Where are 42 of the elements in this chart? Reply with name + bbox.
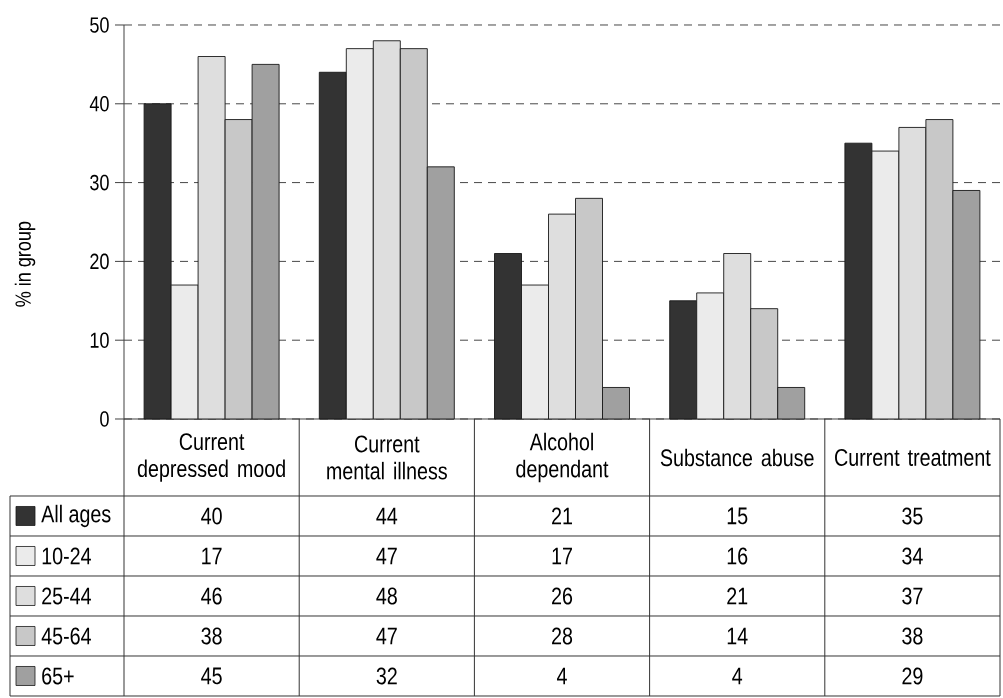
y-tick-label: 50 [90, 17, 109, 33]
legend-label: 10-24 [42, 547, 91, 565]
data-label: 44 [376, 507, 398, 525]
legend-label: All ages [41, 504, 111, 528]
data-label: 14 [727, 627, 748, 645]
data-label: 47 [376, 627, 397, 645]
data-label: 46 [201, 587, 222, 605]
y-tick-label: 40 [89, 96, 109, 112]
legend-label: 45-64 [41, 627, 91, 645]
data-label: 16 [727, 547, 748, 565]
y-tick-label: 20 [90, 253, 109, 270]
data-label: 15 [727, 507, 748, 525]
legend-label: 65+ [42, 667, 74, 685]
legend-label: 25-44 [42, 587, 91, 605]
x-tick-label: Current mental illness [327, 435, 447, 480]
data-label: 26 [552, 587, 573, 605]
data-label: 4 [556, 667, 567, 685]
data-label: 21 [727, 587, 748, 605]
data-label: 29 [902, 667, 923, 685]
data-label: 35 [902, 507, 923, 525]
data-label: 45 [201, 667, 222, 685]
y-axis-title: % in group [14, 221, 36, 307]
data-label: 21 [552, 507, 572, 525]
data-label: 28 [552, 627, 573, 645]
data-label: 47 [376, 547, 397, 565]
y-tick-label: 0 [100, 411, 109, 427]
data-label: 48 [376, 587, 397, 605]
x-tick-label: Alcohol dependant [516, 432, 609, 483]
data-label: 34 [902, 547, 923, 565]
x-tick-label: Substance abuse [660, 448, 814, 467]
data-label: 37 [902, 587, 923, 605]
data-label: 32 [376, 667, 397, 685]
y-tick-label: 10 [90, 332, 109, 348]
y-tick-label: 30 [90, 174, 109, 191]
x-tick-label: Current depressed mood [137, 433, 285, 482]
data-label: 38 [201, 627, 222, 645]
data-label: 38 [902, 627, 923, 645]
data-label: 40 [201, 507, 222, 525]
data-label: 17 [552, 547, 572, 565]
data-label: 4 [732, 667, 743, 685]
data-label: 17 [202, 547, 222, 565]
x-tick-label: Current treatment [835, 449, 991, 466]
